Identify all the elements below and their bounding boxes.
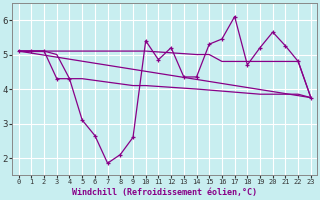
X-axis label: Windchill (Refroidissement éolien,°C): Windchill (Refroidissement éolien,°C) [72,188,257,197]
